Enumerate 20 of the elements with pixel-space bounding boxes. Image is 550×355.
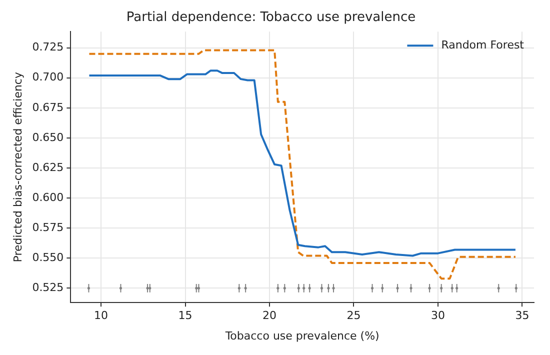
y-tick-label: 0.675 xyxy=(32,100,64,114)
y-tick-label: 0.575 xyxy=(32,220,64,234)
line-series xyxy=(88,49,516,280)
y-tick-label: 0.550 xyxy=(32,250,64,264)
x-tick-label: 25 xyxy=(346,309,361,322)
x-axis-title: Tobacco use prevalence (%) xyxy=(224,329,380,342)
y-tick-label: 0.700 xyxy=(32,70,64,84)
y-tick-label: 0.625 xyxy=(32,160,64,174)
x-tick-label: 10 xyxy=(94,309,108,322)
x-tick-label: 30 xyxy=(430,309,445,322)
y-tick-label: 0.600 xyxy=(32,190,64,204)
y-tick-label: 0.525 xyxy=(32,281,64,294)
y-tick-label: 0.650 xyxy=(32,130,64,144)
y-axis-title: Predicted bias-corrected efficiency xyxy=(11,72,24,262)
x-tick-label: 35 xyxy=(515,309,530,322)
legend-label: Random Forest xyxy=(441,38,525,52)
y-tick-label: 0.725 xyxy=(32,40,64,54)
chart-title: Partial dependence: Tobacco use prevalence xyxy=(126,10,416,26)
x-tick-label: 15 xyxy=(178,309,192,322)
x-tick-label: 20 xyxy=(262,309,276,322)
